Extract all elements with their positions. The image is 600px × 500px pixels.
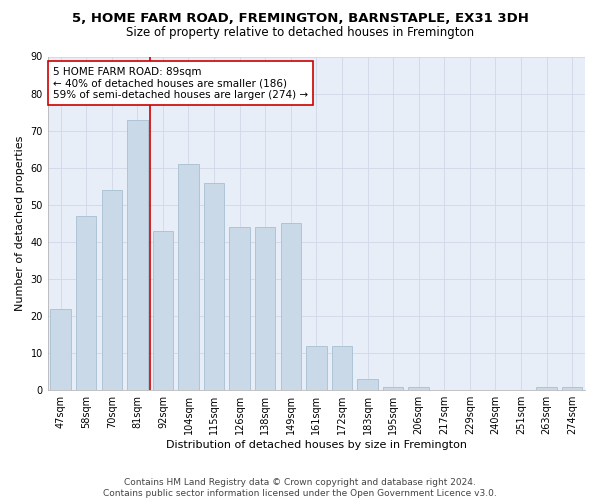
Bar — [383, 386, 403, 390]
Text: 5 HOME FARM ROAD: 89sqm
← 40% of detached houses are smaller (186)
59% of semi-d: 5 HOME FARM ROAD: 89sqm ← 40% of detache… — [53, 66, 308, 100]
Bar — [306, 346, 326, 390]
Bar — [562, 386, 583, 390]
Bar — [332, 346, 352, 390]
Bar — [536, 386, 557, 390]
Bar — [204, 182, 224, 390]
Bar — [152, 231, 173, 390]
Bar — [358, 379, 378, 390]
X-axis label: Distribution of detached houses by size in Fremington: Distribution of detached houses by size … — [166, 440, 467, 450]
Bar — [50, 308, 71, 390]
Y-axis label: Number of detached properties: Number of detached properties — [15, 136, 25, 311]
Bar — [255, 227, 275, 390]
Bar — [101, 190, 122, 390]
Text: 5, HOME FARM ROAD, FREMINGTON, BARNSTAPLE, EX31 3DH: 5, HOME FARM ROAD, FREMINGTON, BARNSTAPL… — [71, 12, 529, 26]
Bar — [229, 227, 250, 390]
Bar — [178, 164, 199, 390]
Bar — [409, 386, 429, 390]
Text: Contains HM Land Registry data © Crown copyright and database right 2024.
Contai: Contains HM Land Registry data © Crown c… — [103, 478, 497, 498]
Text: Size of property relative to detached houses in Fremington: Size of property relative to detached ho… — [126, 26, 474, 39]
Bar — [281, 224, 301, 390]
Bar — [76, 216, 97, 390]
Bar — [127, 120, 148, 390]
